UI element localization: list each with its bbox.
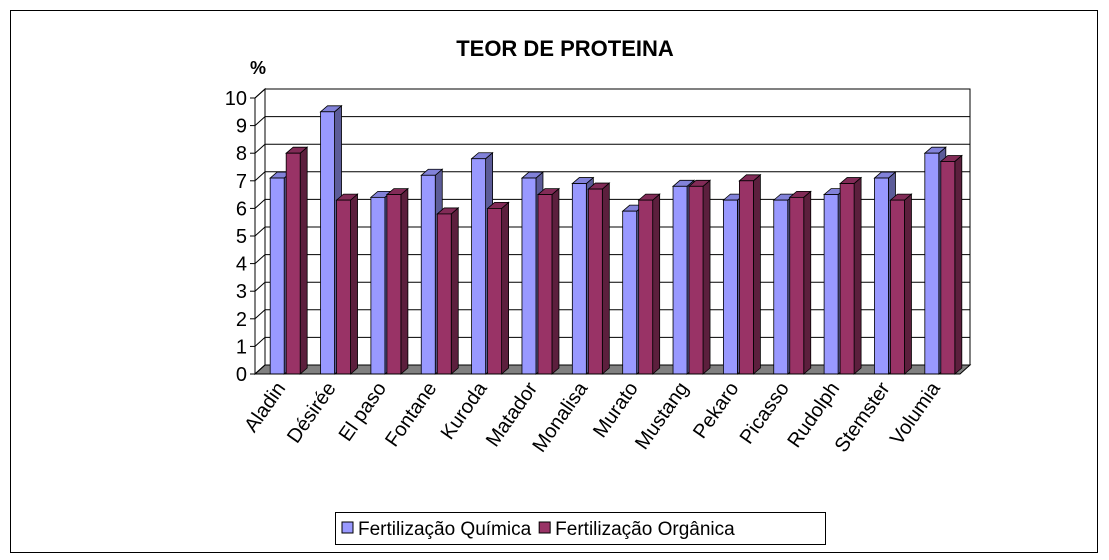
bar-side <box>904 193 912 375</box>
y-tick-label: 5 <box>236 226 247 248</box>
bar <box>320 111 335 375</box>
bar <box>285 152 301 375</box>
bar-side <box>954 154 963 375</box>
y-tick-label: 2 <box>236 309 247 331</box>
y-tick-label: 8 <box>236 143 247 165</box>
bar-side <box>752 173 761 375</box>
bar-side <box>853 176 862 375</box>
bar <box>789 196 805 375</box>
bar-side <box>601 182 610 375</box>
bar <box>487 207 503 375</box>
y-axis-label: % <box>250 58 266 78</box>
bar <box>336 199 351 375</box>
bar-side <box>551 187 560 375</box>
bar <box>890 199 905 375</box>
y-tick-label: 9 <box>236 116 247 138</box>
legend-box <box>335 512 826 545</box>
y-tick-label: 7 <box>236 171 247 193</box>
y-tick-label: 0 <box>236 364 247 386</box>
bar <box>521 177 537 375</box>
bar-side <box>350 193 358 375</box>
floor <box>253 364 972 375</box>
bar-side <box>803 190 812 375</box>
bar <box>839 183 855 375</box>
bar <box>269 177 285 375</box>
bar-side <box>652 193 661 375</box>
bar-side <box>299 146 308 375</box>
bar-side <box>400 187 409 375</box>
bar <box>420 174 436 375</box>
bar-side <box>501 201 510 375</box>
bar <box>672 185 688 375</box>
legend-label: Fertilização Química <box>358 519 532 540</box>
bar <box>386 194 402 375</box>
legend-swatch <box>341 521 354 534</box>
grid-line <box>254 171 970 182</box>
y-tick-label: 4 <box>236 254 247 276</box>
bar-side <box>450 207 459 375</box>
bar <box>571 183 587 375</box>
y-tick-label: 3 <box>236 281 247 303</box>
grid-line <box>254 88 970 99</box>
bar <box>773 199 789 375</box>
bar <box>688 185 704 375</box>
bar <box>471 158 487 375</box>
bar <box>823 194 839 375</box>
bar <box>638 199 654 375</box>
bar <box>738 180 754 375</box>
grid-line <box>254 143 970 154</box>
y-tick-label: 1 <box>236 336 247 358</box>
bar-side <box>702 179 711 375</box>
bar <box>436 213 452 375</box>
legend-swatch <box>538 521 551 534</box>
bar <box>940 161 956 375</box>
bar <box>924 152 940 375</box>
bar <box>874 177 889 375</box>
legend-label: Fertilização Orgânica <box>555 519 735 540</box>
bar <box>722 199 738 375</box>
chart-title: TEOR DE PROTEINA <box>456 36 674 61</box>
y-tick-label: 10 <box>225 88 247 110</box>
grid-line <box>254 116 970 126</box>
bar <box>370 196 386 375</box>
bar <box>537 194 553 375</box>
bar <box>587 188 603 375</box>
bar <box>622 210 638 375</box>
y-tick-label: 6 <box>236 198 247 220</box>
